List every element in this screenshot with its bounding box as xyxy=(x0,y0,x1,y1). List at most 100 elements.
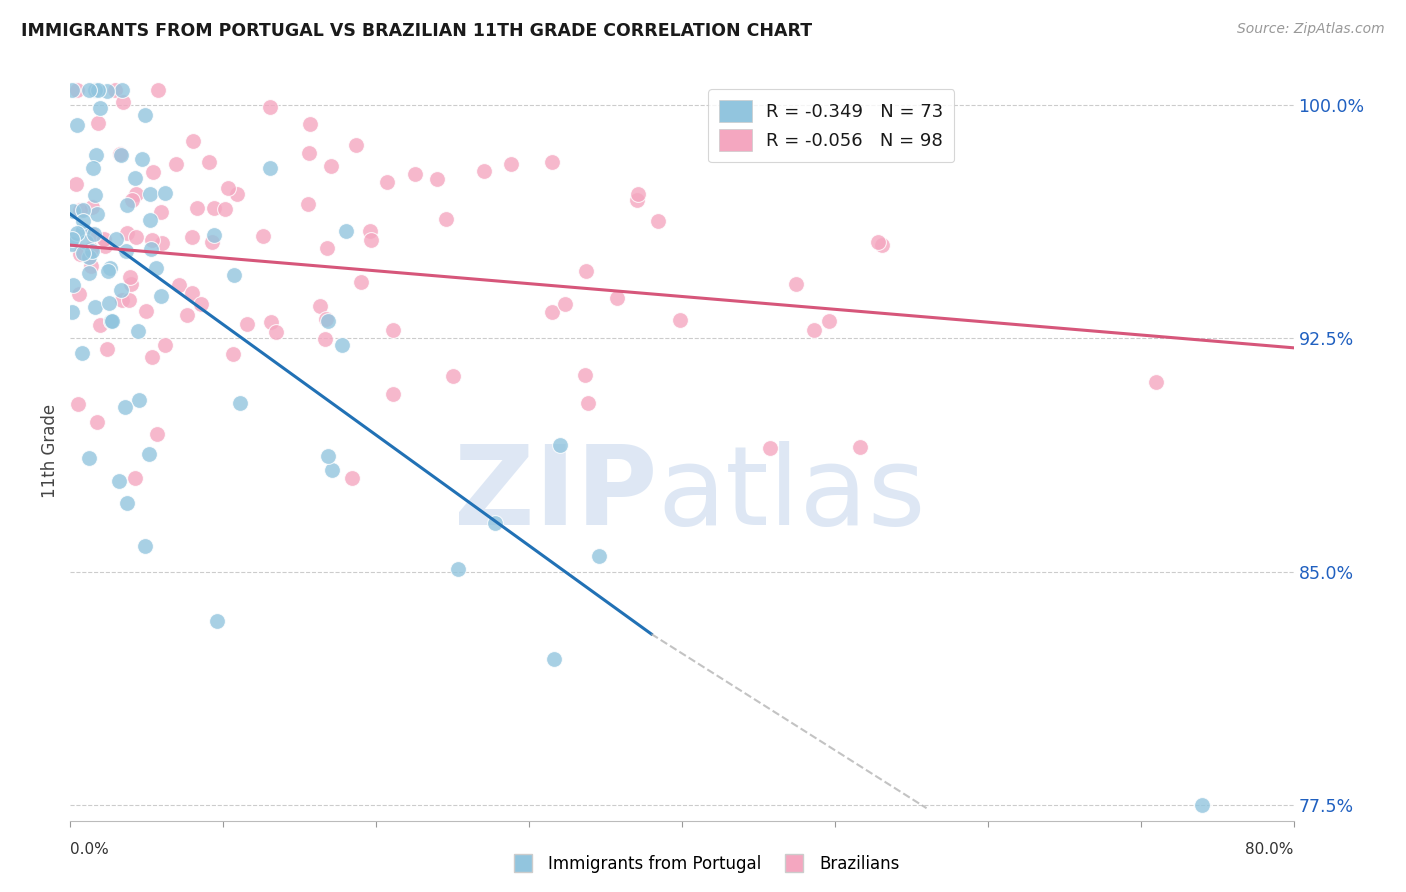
Point xyxy=(142,165,165,179)
Point xyxy=(120,270,142,285)
Point xyxy=(100,313,122,327)
Point xyxy=(758,442,780,456)
Point xyxy=(381,387,404,401)
Point xyxy=(72,246,94,260)
Text: 80.0%: 80.0% xyxy=(1246,842,1294,857)
Point xyxy=(131,152,153,166)
Point xyxy=(141,233,163,247)
Point xyxy=(121,193,143,207)
Point xyxy=(96,342,118,356)
Point xyxy=(576,396,599,410)
Point xyxy=(111,95,134,110)
Point xyxy=(86,207,108,221)
Point xyxy=(100,314,122,328)
Point xyxy=(75,235,97,250)
Point xyxy=(82,227,104,241)
Point xyxy=(60,82,83,96)
Point xyxy=(321,463,343,477)
Point xyxy=(120,277,142,291)
Point xyxy=(150,236,173,251)
Point xyxy=(128,392,150,407)
Point xyxy=(150,289,173,303)
Point xyxy=(201,235,224,249)
Point xyxy=(266,325,288,339)
Point xyxy=(181,134,204,148)
Text: Source: ZipAtlas.com: Source: ZipAtlas.com xyxy=(1237,22,1385,37)
Point xyxy=(330,338,353,352)
Point xyxy=(62,277,84,292)
Point xyxy=(176,309,198,323)
Point xyxy=(135,303,157,318)
Point xyxy=(134,108,156,122)
Point xyxy=(180,286,202,301)
Point xyxy=(139,187,162,202)
Text: atlas: atlas xyxy=(658,442,927,549)
Point xyxy=(298,146,321,161)
Point xyxy=(114,244,136,259)
Point xyxy=(588,549,610,563)
Point xyxy=(141,243,163,257)
Text: 0.0%: 0.0% xyxy=(70,842,110,857)
Point xyxy=(70,345,93,359)
Point xyxy=(441,369,464,384)
Point xyxy=(80,259,103,273)
Legend: R = -0.349   N = 73, R = -0.056   N = 98: R = -0.349 N = 73, R = -0.056 N = 98 xyxy=(709,89,955,162)
Point xyxy=(82,200,104,214)
Point xyxy=(627,186,650,201)
Point xyxy=(426,172,449,186)
Point xyxy=(110,283,132,297)
Point xyxy=(146,82,169,96)
Point xyxy=(554,297,576,311)
Point xyxy=(115,226,138,240)
Point xyxy=(1144,375,1167,389)
Point xyxy=(97,263,120,277)
Point xyxy=(190,297,212,311)
Point xyxy=(97,296,120,310)
Point xyxy=(72,203,94,218)
Point xyxy=(67,286,90,301)
Point xyxy=(484,516,506,530)
Point xyxy=(138,212,160,227)
Point xyxy=(575,264,598,278)
Point xyxy=(543,651,565,665)
Point xyxy=(350,276,373,290)
Point xyxy=(101,314,124,328)
Point xyxy=(316,314,339,328)
Point xyxy=(236,318,259,332)
Point xyxy=(93,232,115,246)
Point xyxy=(115,496,138,510)
Point xyxy=(202,201,225,215)
Point xyxy=(308,299,330,313)
Point xyxy=(259,315,281,329)
Point xyxy=(96,84,118,98)
Point xyxy=(69,247,91,261)
Point xyxy=(297,197,319,211)
Point xyxy=(252,229,274,244)
Point xyxy=(66,118,89,132)
Point xyxy=(146,426,169,441)
Point xyxy=(866,235,889,249)
Point xyxy=(89,318,111,332)
Point xyxy=(111,293,134,308)
Point xyxy=(198,155,221,169)
Point xyxy=(404,167,426,181)
Point xyxy=(94,239,117,253)
Point xyxy=(150,205,173,219)
Point xyxy=(80,244,103,259)
Point xyxy=(110,146,132,161)
Point xyxy=(472,164,495,178)
Point xyxy=(89,101,111,115)
Point xyxy=(125,230,148,244)
Point xyxy=(540,305,562,319)
Point xyxy=(447,562,470,576)
Point xyxy=(138,447,160,461)
Point xyxy=(548,438,571,452)
Point xyxy=(165,157,187,171)
Point xyxy=(574,368,596,382)
Point xyxy=(217,181,239,195)
Point xyxy=(127,324,149,338)
Point xyxy=(118,293,141,308)
Point xyxy=(66,397,89,411)
Point xyxy=(82,161,104,175)
Point xyxy=(87,116,110,130)
